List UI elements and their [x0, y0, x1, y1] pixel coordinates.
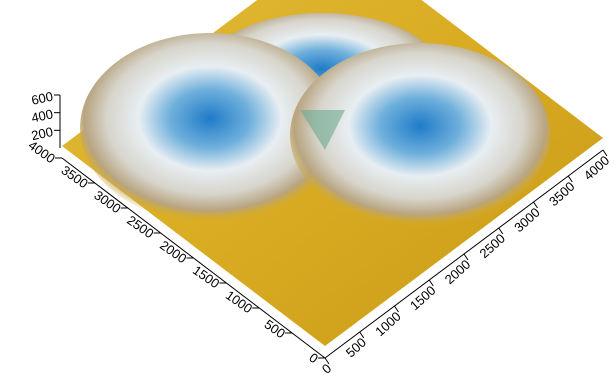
x-tick-label: 1000 — [372, 309, 404, 339]
x-tick-label: 2000 — [442, 257, 474, 287]
x-tick-label: 4000 — [581, 153, 613, 183]
y-tick-label: 2000 — [157, 237, 189, 266]
y-tick-label: 4000 — [26, 137, 58, 166]
z-tick-label: 400 — [30, 106, 54, 125]
surface — [62, 0, 603, 346]
z-tick-label: 200 — [30, 124, 54, 143]
x-tick-label: 0 — [319, 361, 334, 377]
y-tick-label: 1500 — [190, 262, 222, 291]
x-tick-label: 2500 — [477, 231, 509, 261]
x-tick-label: 3500 — [546, 179, 578, 209]
y-tick-label: 2500 — [124, 212, 156, 241]
y-tick-label: 1000 — [223, 287, 255, 316]
z-tick-label: 600 — [30, 89, 54, 108]
x-tick-label: 1500 — [407, 283, 439, 313]
x-tick-label: 500 — [343, 335, 369, 361]
y-tick-label: 3500 — [58, 162, 90, 191]
x-tick-label: 3000 — [511, 205, 543, 235]
y-tick-label: 500 — [262, 317, 288, 342]
chart: 0500100015002000250030003500400005001000… — [0, 0, 614, 390]
